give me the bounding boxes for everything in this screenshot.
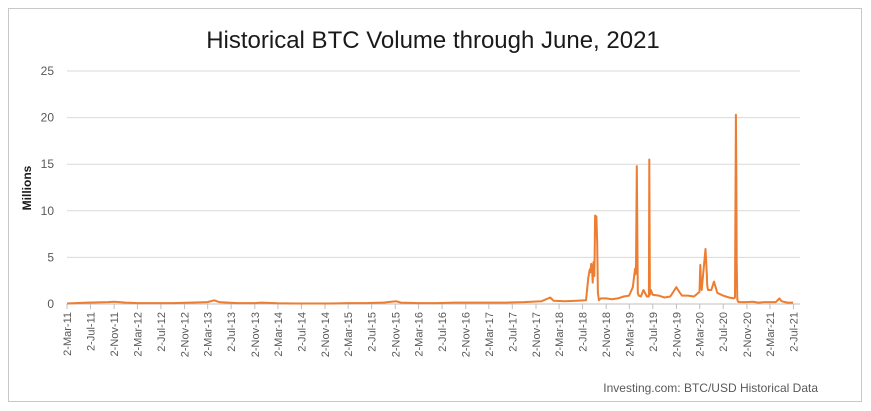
x-tick-label: 2-Mar-16 [414, 312, 426, 357]
x-tick-label: 2-Nov-11 [109, 312, 121, 356]
x-tick-label: 2-Jul-21 [788, 312, 800, 352]
x-tick-label: 2-Jul-15 [367, 312, 379, 352]
chart-title: Historical BTC Volume through June, 2021 [206, 27, 660, 54]
series-line [66, 113, 794, 305]
source-note: Investing.com: BTC/USD Historical Data [603, 381, 818, 395]
x-tick-label: 2-Nov-14 [320, 312, 332, 357]
y-axis-label: Millions [20, 165, 34, 210]
series-area [66, 113, 794, 305]
y-tick-label: 5 [47, 250, 54, 264]
gridlines [67, 70, 800, 258]
x-tick-label: 2-Nov-20 [742, 312, 754, 357]
y-axis-ticks: 0 5 10 15 20 25 [41, 64, 55, 311]
x-tick-label: 2-Jul-16 [437, 312, 449, 352]
x-tick-label: 2-Jul-19 [648, 312, 660, 352]
y-tick-label: 15 [41, 157, 55, 171]
x-tick-label: 2-Nov-15 [390, 312, 402, 357]
y-tick-label: 0 [47, 297, 54, 311]
x-tick-label: 2-Jul-18 [578, 312, 590, 352]
y-tick-label: 10 [41, 204, 55, 218]
x-tick-label: 2-Mar-21 [765, 312, 777, 357]
x-tick-label: 2-Nov-16 [461, 312, 473, 357]
x-tick-label: 2-Nov-13 [250, 312, 262, 357]
x-tick-label: 2-Mar-12 [132, 312, 144, 357]
y-tick-label: 25 [41, 64, 55, 78]
x-tick-label: 2-Mar-11 [62, 312, 74, 356]
x-tick-label: 2-Mar-14 [273, 312, 285, 357]
x-tick-label: 2-Jul-12 [156, 312, 168, 352]
x-tick-label: 2-Nov-19 [671, 312, 683, 357]
x-tick-label: 2-Nov-18 [601, 312, 613, 357]
x-tick-label: 2-Nov-17 [531, 312, 543, 357]
x-axis-ticks: 2-Mar-11 2-Jul-11 2-Nov-11 2-Mar-12 2-Jul-12… [62, 304, 800, 357]
x-tick-label: 2-Jul-14 [296, 312, 308, 352]
y-tick-label: 20 [41, 111, 55, 125]
x-tick-label: 2-Mar-13 [203, 312, 215, 357]
x-tick-label: 2-Nov-12 [180, 312, 192, 357]
x-tick-label: 2-Jul-11 [85, 312, 97, 351]
x-tick-label: 2-Mar-20 [695, 312, 707, 357]
x-tick-label: 2-Jul-13 [226, 312, 238, 352]
x-tick-label: 2-Jul-17 [507, 312, 519, 352]
x-tick-label: 2-Jul-20 [718, 312, 730, 352]
x-tick-label: 2-Mar-17 [484, 312, 496, 357]
x-tick-label: 2-Mar-18 [554, 312, 566, 357]
chart-frame [8, 8, 862, 402]
x-tick-label: 2-Mar-19 [624, 312, 636, 357]
x-tick-label: 2-Mar-15 [343, 312, 355, 357]
